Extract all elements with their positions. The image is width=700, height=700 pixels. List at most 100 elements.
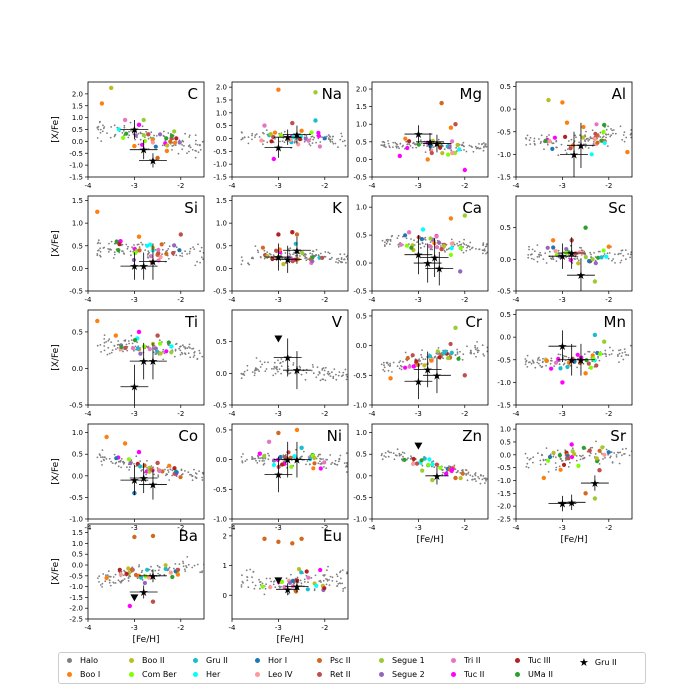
halo-point bbox=[630, 251, 632, 253]
halo-point bbox=[247, 586, 250, 589]
halo-point bbox=[180, 469, 183, 472]
halo-point bbox=[482, 149, 485, 152]
dsph-point bbox=[411, 456, 416, 462]
halo-point bbox=[199, 250, 202, 253]
y-tick-label: 0.5 bbox=[72, 242, 83, 250]
halo-point bbox=[539, 359, 541, 361]
dsph-point bbox=[165, 143, 170, 148]
halo-point bbox=[398, 147, 400, 150]
halo-point bbox=[577, 259, 580, 262]
x-tick-label: -2 bbox=[321, 524, 328, 532]
dsph-point bbox=[587, 259, 592, 264]
halo-point bbox=[133, 244, 135, 246]
dsph-point bbox=[580, 135, 586, 140]
halo-point bbox=[387, 450, 389, 453]
dsph-point bbox=[260, 584, 265, 589]
halo-point bbox=[590, 137, 592, 140]
y-tick-label: 1.0 bbox=[72, 540, 83, 548]
halo-point bbox=[300, 582, 303, 585]
halo-point bbox=[241, 574, 243, 577]
halo-point bbox=[199, 571, 202, 574]
dsph-point bbox=[137, 248, 142, 253]
halo-point bbox=[336, 585, 338, 587]
halo-point bbox=[474, 472, 477, 474]
dsph-point bbox=[448, 216, 454, 221]
halo-point bbox=[119, 580, 121, 583]
dsph-point bbox=[167, 463, 172, 468]
halo-point bbox=[590, 253, 592, 256]
gru-star: ★ bbox=[129, 124, 139, 137]
halo-point bbox=[433, 356, 436, 358]
halo-point bbox=[130, 130, 132, 132]
halo-point bbox=[478, 143, 480, 145]
dsph-point bbox=[133, 250, 138, 256]
halo-point bbox=[625, 136, 628, 139]
x-tick-label: -2 bbox=[461, 524, 468, 532]
dsph-point bbox=[569, 442, 574, 447]
halo-point bbox=[569, 364, 572, 367]
halo-point bbox=[269, 577, 271, 580]
dsph-point bbox=[428, 236, 433, 241]
halo-point bbox=[287, 592, 290, 595]
halo-point bbox=[141, 125, 144, 128]
legend-marker bbox=[379, 672, 384, 677]
halo-point bbox=[259, 366, 262, 368]
halo-point bbox=[536, 260, 539, 263]
halo-point bbox=[328, 252, 331, 255]
halo-point bbox=[459, 244, 461, 246]
dsph-point bbox=[262, 123, 267, 128]
halo-point bbox=[394, 454, 397, 456]
x-tick-label: -3 bbox=[131, 296, 138, 304]
y-tick-label: -0.5 bbox=[353, 494, 367, 502]
halo-point bbox=[341, 569, 344, 571]
halo-point bbox=[182, 565, 185, 568]
halo-point bbox=[273, 361, 276, 364]
panel-zn: ★Zn-1.0-0.50.00.51.0-4 -3 -2[Fe/H] bbox=[353, 423, 489, 545]
halo-point bbox=[380, 363, 383, 366]
halo-point bbox=[338, 371, 341, 373]
halo-point bbox=[337, 374, 340, 377]
halo-point bbox=[571, 447, 574, 450]
y-tick-label: 0.5 bbox=[72, 328, 83, 336]
legend-label: Halo bbox=[80, 656, 99, 665]
halo-point bbox=[319, 141, 322, 143]
halo-point bbox=[199, 352, 201, 355]
halo-point bbox=[419, 359, 421, 362]
halo-point bbox=[483, 477, 486, 480]
halo-point bbox=[482, 353, 485, 355]
halo-point bbox=[108, 575, 111, 578]
dsph-point bbox=[122, 117, 128, 123]
halo-point bbox=[608, 353, 611, 356]
halo-point bbox=[524, 363, 527, 366]
dsph-point bbox=[271, 134, 276, 140]
x-axis-label: [Fe/H] bbox=[560, 535, 587, 545]
halo-point bbox=[583, 353, 586, 355]
y-tick-label: -1.5 bbox=[69, 174, 83, 182]
halo-point bbox=[259, 360, 262, 363]
halo-point bbox=[326, 580, 329, 582]
halo-point bbox=[444, 251, 446, 253]
halo-point bbox=[569, 244, 572, 247]
halo-point bbox=[114, 573, 117, 576]
halo-point bbox=[342, 587, 345, 590]
halo-point bbox=[268, 454, 270, 457]
halo-point bbox=[551, 142, 554, 145]
halo-point bbox=[468, 245, 471, 248]
halo-point bbox=[595, 440, 597, 443]
gru-star: ★ bbox=[139, 260, 149, 273]
halo-point bbox=[331, 580, 334, 582]
dsph-point bbox=[311, 466, 316, 471]
halo-point bbox=[336, 463, 338, 466]
halo-point bbox=[485, 243, 488, 246]
y-tick-label: -1.0 bbox=[69, 516, 83, 524]
halo-point bbox=[188, 150, 190, 153]
halo-point bbox=[121, 250, 123, 253]
gru-star: ★ bbox=[283, 583, 293, 596]
halo-point bbox=[252, 571, 255, 573]
panel-frame bbox=[87, 309, 205, 406]
dsph-point bbox=[268, 585, 273, 590]
halo-point bbox=[320, 581, 322, 583]
halo-point bbox=[194, 143, 197, 146]
halo-point bbox=[102, 124, 104, 127]
dsph-point bbox=[153, 144, 158, 149]
